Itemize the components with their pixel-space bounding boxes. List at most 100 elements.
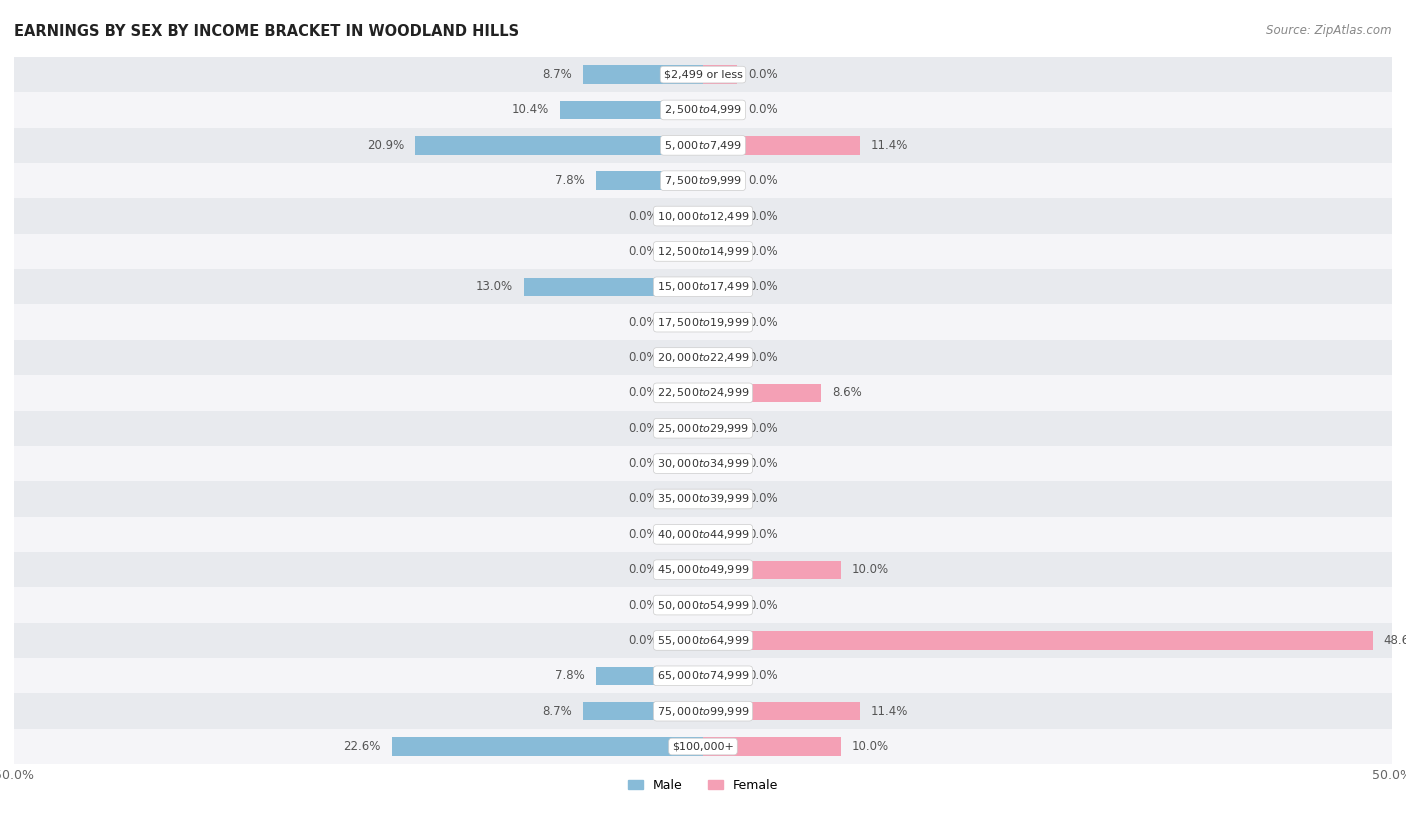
Text: $30,000 to $34,999: $30,000 to $34,999: [657, 457, 749, 470]
Bar: [669, 242, 703, 261]
Text: $25,000 to $29,999: $25,000 to $29,999: [657, 422, 749, 435]
Bar: [14, 481, 1392, 517]
Bar: [392, 737, 703, 756]
Text: 0.0%: 0.0%: [628, 563, 658, 576]
Bar: [14, 587, 1392, 623]
Bar: [669, 489, 703, 508]
Text: 11.4%: 11.4%: [872, 139, 908, 152]
Text: $55,000 to $64,999: $55,000 to $64,999: [657, 634, 749, 647]
Text: 10.4%: 10.4%: [512, 103, 548, 116]
Text: 0.0%: 0.0%: [748, 103, 778, 116]
Text: 0.0%: 0.0%: [628, 528, 658, 541]
Text: 0.0%: 0.0%: [628, 457, 658, 470]
Bar: [703, 525, 738, 544]
Text: 0.0%: 0.0%: [748, 351, 778, 364]
Bar: [703, 702, 860, 720]
Bar: [14, 446, 1392, 481]
Text: 8.7%: 8.7%: [543, 68, 572, 81]
Text: $10,000 to $12,499: $10,000 to $12,499: [657, 210, 749, 223]
Bar: [703, 631, 1372, 650]
Bar: [596, 172, 703, 190]
Text: 0.0%: 0.0%: [748, 598, 778, 611]
Text: 48.6%: 48.6%: [1384, 634, 1406, 647]
Text: $5,000 to $7,499: $5,000 to $7,499: [664, 139, 742, 152]
Text: 0.0%: 0.0%: [628, 210, 658, 223]
Text: $65,000 to $74,999: $65,000 to $74,999: [657, 669, 749, 682]
Text: $2,500 to $4,999: $2,500 to $4,999: [664, 103, 742, 116]
Bar: [669, 560, 703, 579]
Bar: [14, 92, 1392, 128]
Bar: [14, 376, 1392, 411]
Text: 20.9%: 20.9%: [367, 139, 404, 152]
Text: 0.0%: 0.0%: [628, 386, 658, 399]
Bar: [560, 101, 703, 120]
Text: $22,500 to $24,999: $22,500 to $24,999: [657, 386, 749, 399]
Bar: [415, 136, 703, 154]
Bar: [703, 65, 738, 84]
Bar: [703, 454, 738, 473]
Text: 0.0%: 0.0%: [628, 315, 658, 328]
Bar: [703, 313, 738, 332]
Bar: [703, 242, 738, 261]
Text: 0.0%: 0.0%: [748, 422, 778, 435]
Text: 0.0%: 0.0%: [748, 245, 778, 258]
Bar: [669, 631, 703, 650]
Bar: [669, 313, 703, 332]
Text: $15,000 to $17,499: $15,000 to $17,499: [657, 280, 749, 293]
Text: 0.0%: 0.0%: [748, 669, 778, 682]
Bar: [703, 489, 738, 508]
Bar: [703, 419, 738, 437]
Bar: [14, 693, 1392, 729]
Text: $35,000 to $39,999: $35,000 to $39,999: [657, 493, 749, 506]
Bar: [703, 667, 738, 685]
Text: 0.0%: 0.0%: [628, 245, 658, 258]
Text: $20,000 to $22,499: $20,000 to $22,499: [657, 351, 749, 364]
Text: 0.0%: 0.0%: [748, 493, 778, 506]
Bar: [669, 454, 703, 473]
Bar: [703, 348, 738, 367]
Bar: [14, 411, 1392, 446]
Bar: [703, 560, 841, 579]
Text: 10.0%: 10.0%: [852, 563, 889, 576]
Text: 0.0%: 0.0%: [748, 528, 778, 541]
Bar: [596, 667, 703, 685]
Bar: [14, 198, 1392, 234]
Bar: [669, 384, 703, 402]
Bar: [703, 596, 738, 615]
Text: 0.0%: 0.0%: [628, 351, 658, 364]
Text: 0.0%: 0.0%: [748, 210, 778, 223]
Text: 0.0%: 0.0%: [628, 634, 658, 647]
Text: EARNINGS BY SEX BY INCOME BRACKET IN WOODLAND HILLS: EARNINGS BY SEX BY INCOME BRACKET IN WOO…: [14, 24, 519, 39]
Text: 0.0%: 0.0%: [628, 493, 658, 506]
Text: $75,000 to $99,999: $75,000 to $99,999: [657, 705, 749, 718]
Bar: [703, 101, 738, 120]
Text: 13.0%: 13.0%: [475, 280, 513, 293]
Bar: [703, 172, 738, 190]
Text: 8.7%: 8.7%: [543, 705, 572, 718]
Text: $2,499 or less: $2,499 or less: [664, 70, 742, 80]
Text: 10.0%: 10.0%: [852, 740, 889, 753]
Text: 0.0%: 0.0%: [748, 315, 778, 328]
Text: 0.0%: 0.0%: [748, 68, 778, 81]
Bar: [703, 737, 841, 756]
Text: $50,000 to $54,999: $50,000 to $54,999: [657, 598, 749, 611]
Text: Source: ZipAtlas.com: Source: ZipAtlas.com: [1267, 24, 1392, 37]
Bar: [669, 419, 703, 437]
Text: $7,500 to $9,999: $7,500 to $9,999: [664, 174, 742, 187]
Text: $45,000 to $49,999: $45,000 to $49,999: [657, 563, 749, 576]
Text: $40,000 to $44,999: $40,000 to $44,999: [657, 528, 749, 541]
Bar: [14, 269, 1392, 304]
Bar: [14, 517, 1392, 552]
Text: $100,000+: $100,000+: [672, 741, 734, 751]
Text: 0.0%: 0.0%: [748, 174, 778, 187]
Text: 8.6%: 8.6%: [832, 386, 862, 399]
Text: 0.0%: 0.0%: [628, 598, 658, 611]
Bar: [14, 340, 1392, 375]
Text: $12,500 to $14,999: $12,500 to $14,999: [657, 245, 749, 258]
Bar: [703, 136, 860, 154]
Text: 22.6%: 22.6%: [343, 740, 381, 753]
Bar: [524, 277, 703, 296]
Bar: [14, 233, 1392, 269]
Bar: [703, 277, 738, 296]
Bar: [14, 304, 1392, 340]
